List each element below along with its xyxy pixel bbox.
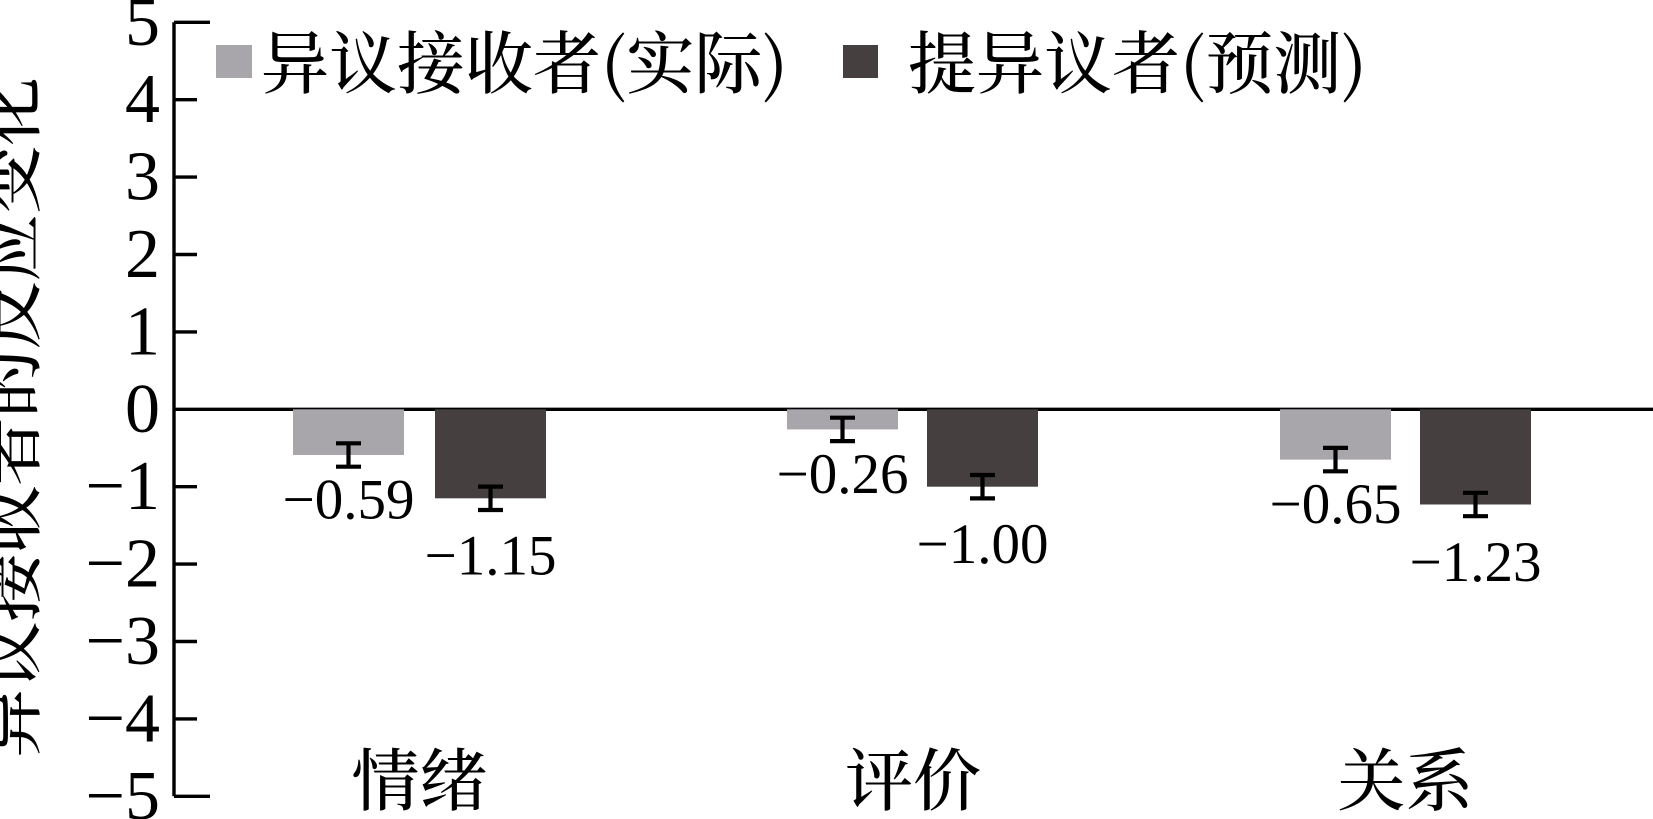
svg-text:3: 3	[125, 139, 160, 216]
svg-text:−0.26: −0.26	[777, 443, 909, 506]
svg-text:评价: 评价	[845, 728, 981, 819]
svg-text:−1.15: −1.15	[425, 525, 557, 588]
svg-text:−1.23: −1.23	[1410, 531, 1542, 594]
svg-text:−2: −2	[86, 526, 160, 603]
svg-text:−0.65: −0.65	[1270, 473, 1402, 536]
svg-text:−4: −4	[86, 680, 160, 757]
svg-text:−0.59: −0.59	[283, 469, 415, 532]
svg-text:2: 2	[125, 216, 160, 293]
svg-text:提异议者(预测): 提异议者(预测)	[908, 11, 1367, 108]
svg-text:5: 5	[125, 0, 160, 61]
svg-text:异议接收者(实际): 异议接收者(实际)	[261, 11, 788, 108]
svg-text:−1.00: −1.00	[917, 513, 1049, 576]
svg-text:−1: −1	[86, 448, 160, 525]
svg-text:0: 0	[125, 371, 160, 448]
svg-text:异议接收者的反应变化: 异议接收者的反应变化	[0, 77, 54, 757]
svg-text:−3: −3	[86, 603, 160, 680]
svg-text:关系: 关系	[1337, 728, 1473, 819]
svg-text:4: 4	[125, 61, 160, 138]
svg-text:−5: −5	[86, 758, 160, 819]
svg-text:情绪: 情绪	[351, 728, 487, 819]
svg-text:1: 1	[125, 293, 160, 370]
